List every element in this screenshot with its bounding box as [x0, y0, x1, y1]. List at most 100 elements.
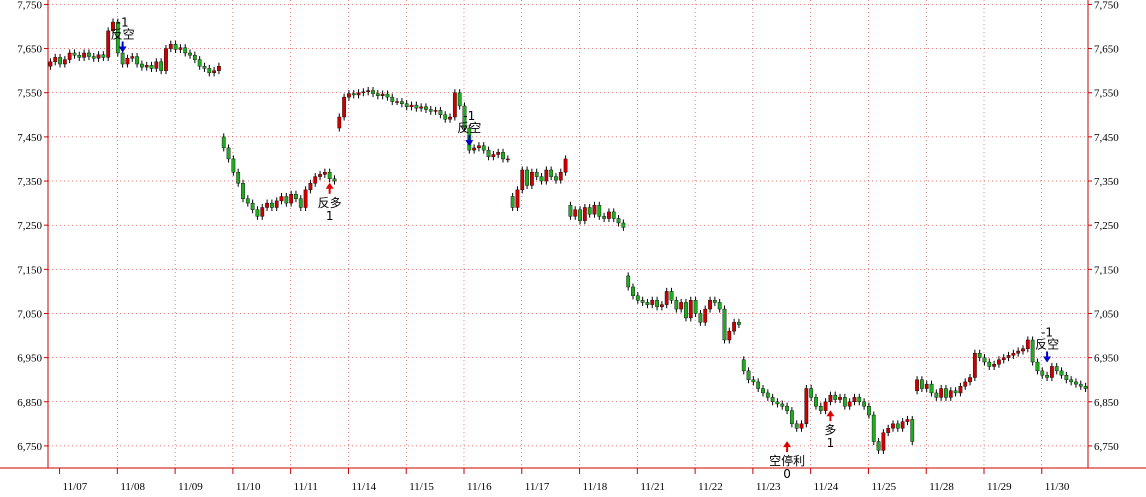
candle-body-up [53, 57, 58, 63]
candle [655, 296, 659, 311]
candle [183, 44, 188, 57]
y-tick-label-left: 7,150 [17, 264, 42, 276]
candle [578, 206, 582, 225]
candle [106, 27, 111, 61]
candle [987, 358, 992, 370]
candle-body-down [775, 401, 780, 405]
candle [693, 296, 698, 318]
candle [496, 148, 501, 159]
candle-body-up [337, 116, 342, 129]
x-tick-label: 11/09 [178, 481, 203, 493]
candle [62, 56, 67, 68]
signal-label: 反空 [111, 28, 135, 42]
candle [818, 402, 823, 415]
candle [380, 90, 385, 100]
candle-body-up [679, 302, 684, 310]
candle [457, 89, 462, 110]
x-tick-label: 11/17 [525, 481, 550, 493]
candle [1078, 380, 1083, 390]
candle [1021, 345, 1025, 355]
candle [862, 398, 866, 410]
candle-body-down [895, 423, 900, 429]
x-tick-label: 11/21 [640, 481, 665, 493]
candle [197, 56, 202, 70]
candle-body-up [212, 70, 216, 74]
candle-body-down [934, 392, 939, 398]
candle [684, 298, 688, 322]
candle-body-up [660, 304, 664, 308]
candle-body-up [260, 207, 265, 217]
candle-body-down [640, 300, 645, 303]
candle-body-up [433, 110, 438, 112]
candle [635, 292, 640, 304]
candle-body-up [1011, 353, 1016, 356]
candle-body-down [635, 295, 640, 301]
candle-body-up [1016, 350, 1021, 354]
candle [115, 18, 120, 57]
candle [255, 206, 260, 220]
y-tick-label-left: 7,250 [17, 220, 42, 232]
x-tick-label: 11/16 [467, 481, 492, 493]
candle [58, 53, 62, 68]
candle-body-up [847, 401, 852, 407]
candle-body-down [327, 171, 332, 180]
candle-body-down [587, 207, 592, 215]
candle [727, 327, 732, 344]
candle-body-up [125, 58, 130, 65]
candle [920, 376, 924, 393]
candle [785, 402, 789, 415]
candle-body-down [255, 209, 260, 217]
candle [289, 190, 294, 207]
candle-body-down [298, 198, 303, 208]
candle-body-up [395, 101, 399, 103]
candle [91, 52, 96, 62]
candle-body-down [245, 198, 250, 204]
candle [361, 88, 366, 97]
candle-body-down [1035, 361, 1040, 372]
candle-body-down [525, 169, 529, 186]
candle [87, 49, 91, 61]
candle [520, 166, 525, 194]
candle-body-down [616, 218, 621, 224]
candle-body-down [1069, 379, 1074, 383]
candle [939, 384, 944, 401]
y-tick-label-right: 6,850 [1094, 397, 1119, 409]
candle-body-down [920, 379, 924, 389]
signal-long: 反多1 [318, 182, 342, 223]
candle-body-down [188, 52, 192, 56]
candle [477, 142, 481, 152]
candle [217, 62, 221, 75]
candle [847, 398, 852, 410]
signal-count: -1 [1041, 325, 1053, 339]
candle-body-down [818, 405, 823, 411]
candle-body-down [1074, 381, 1078, 385]
candle [130, 52, 135, 62]
candle [274, 197, 279, 212]
candle [554, 173, 558, 184]
candle-body-up [82, 52, 86, 58]
candle-body-down [761, 388, 765, 394]
candle [428, 105, 433, 115]
signal-label: 空停利 [769, 453, 805, 468]
candle [318, 170, 322, 181]
candle-body-down [250, 202, 255, 210]
candle [558, 168, 563, 184]
candle [679, 298, 684, 313]
y-tick-label-left: 7,450 [17, 132, 42, 144]
candle [977, 349, 982, 362]
candle [780, 400, 785, 410]
y-tick-label-right: 7,050 [1094, 308, 1119, 320]
signal-short: 反空-1 [111, 16, 135, 53]
candle [77, 51, 82, 61]
candle-body-up [530, 171, 534, 186]
candle [616, 215, 621, 227]
candle [414, 101, 419, 112]
candle-body-down [207, 68, 212, 74]
candle-body-down [270, 202, 274, 208]
candle-body-up [708, 300, 712, 310]
candle [650, 296, 655, 309]
candle [997, 356, 1001, 368]
candle-body-down [457, 92, 462, 107]
candle-body-up [688, 300, 693, 319]
